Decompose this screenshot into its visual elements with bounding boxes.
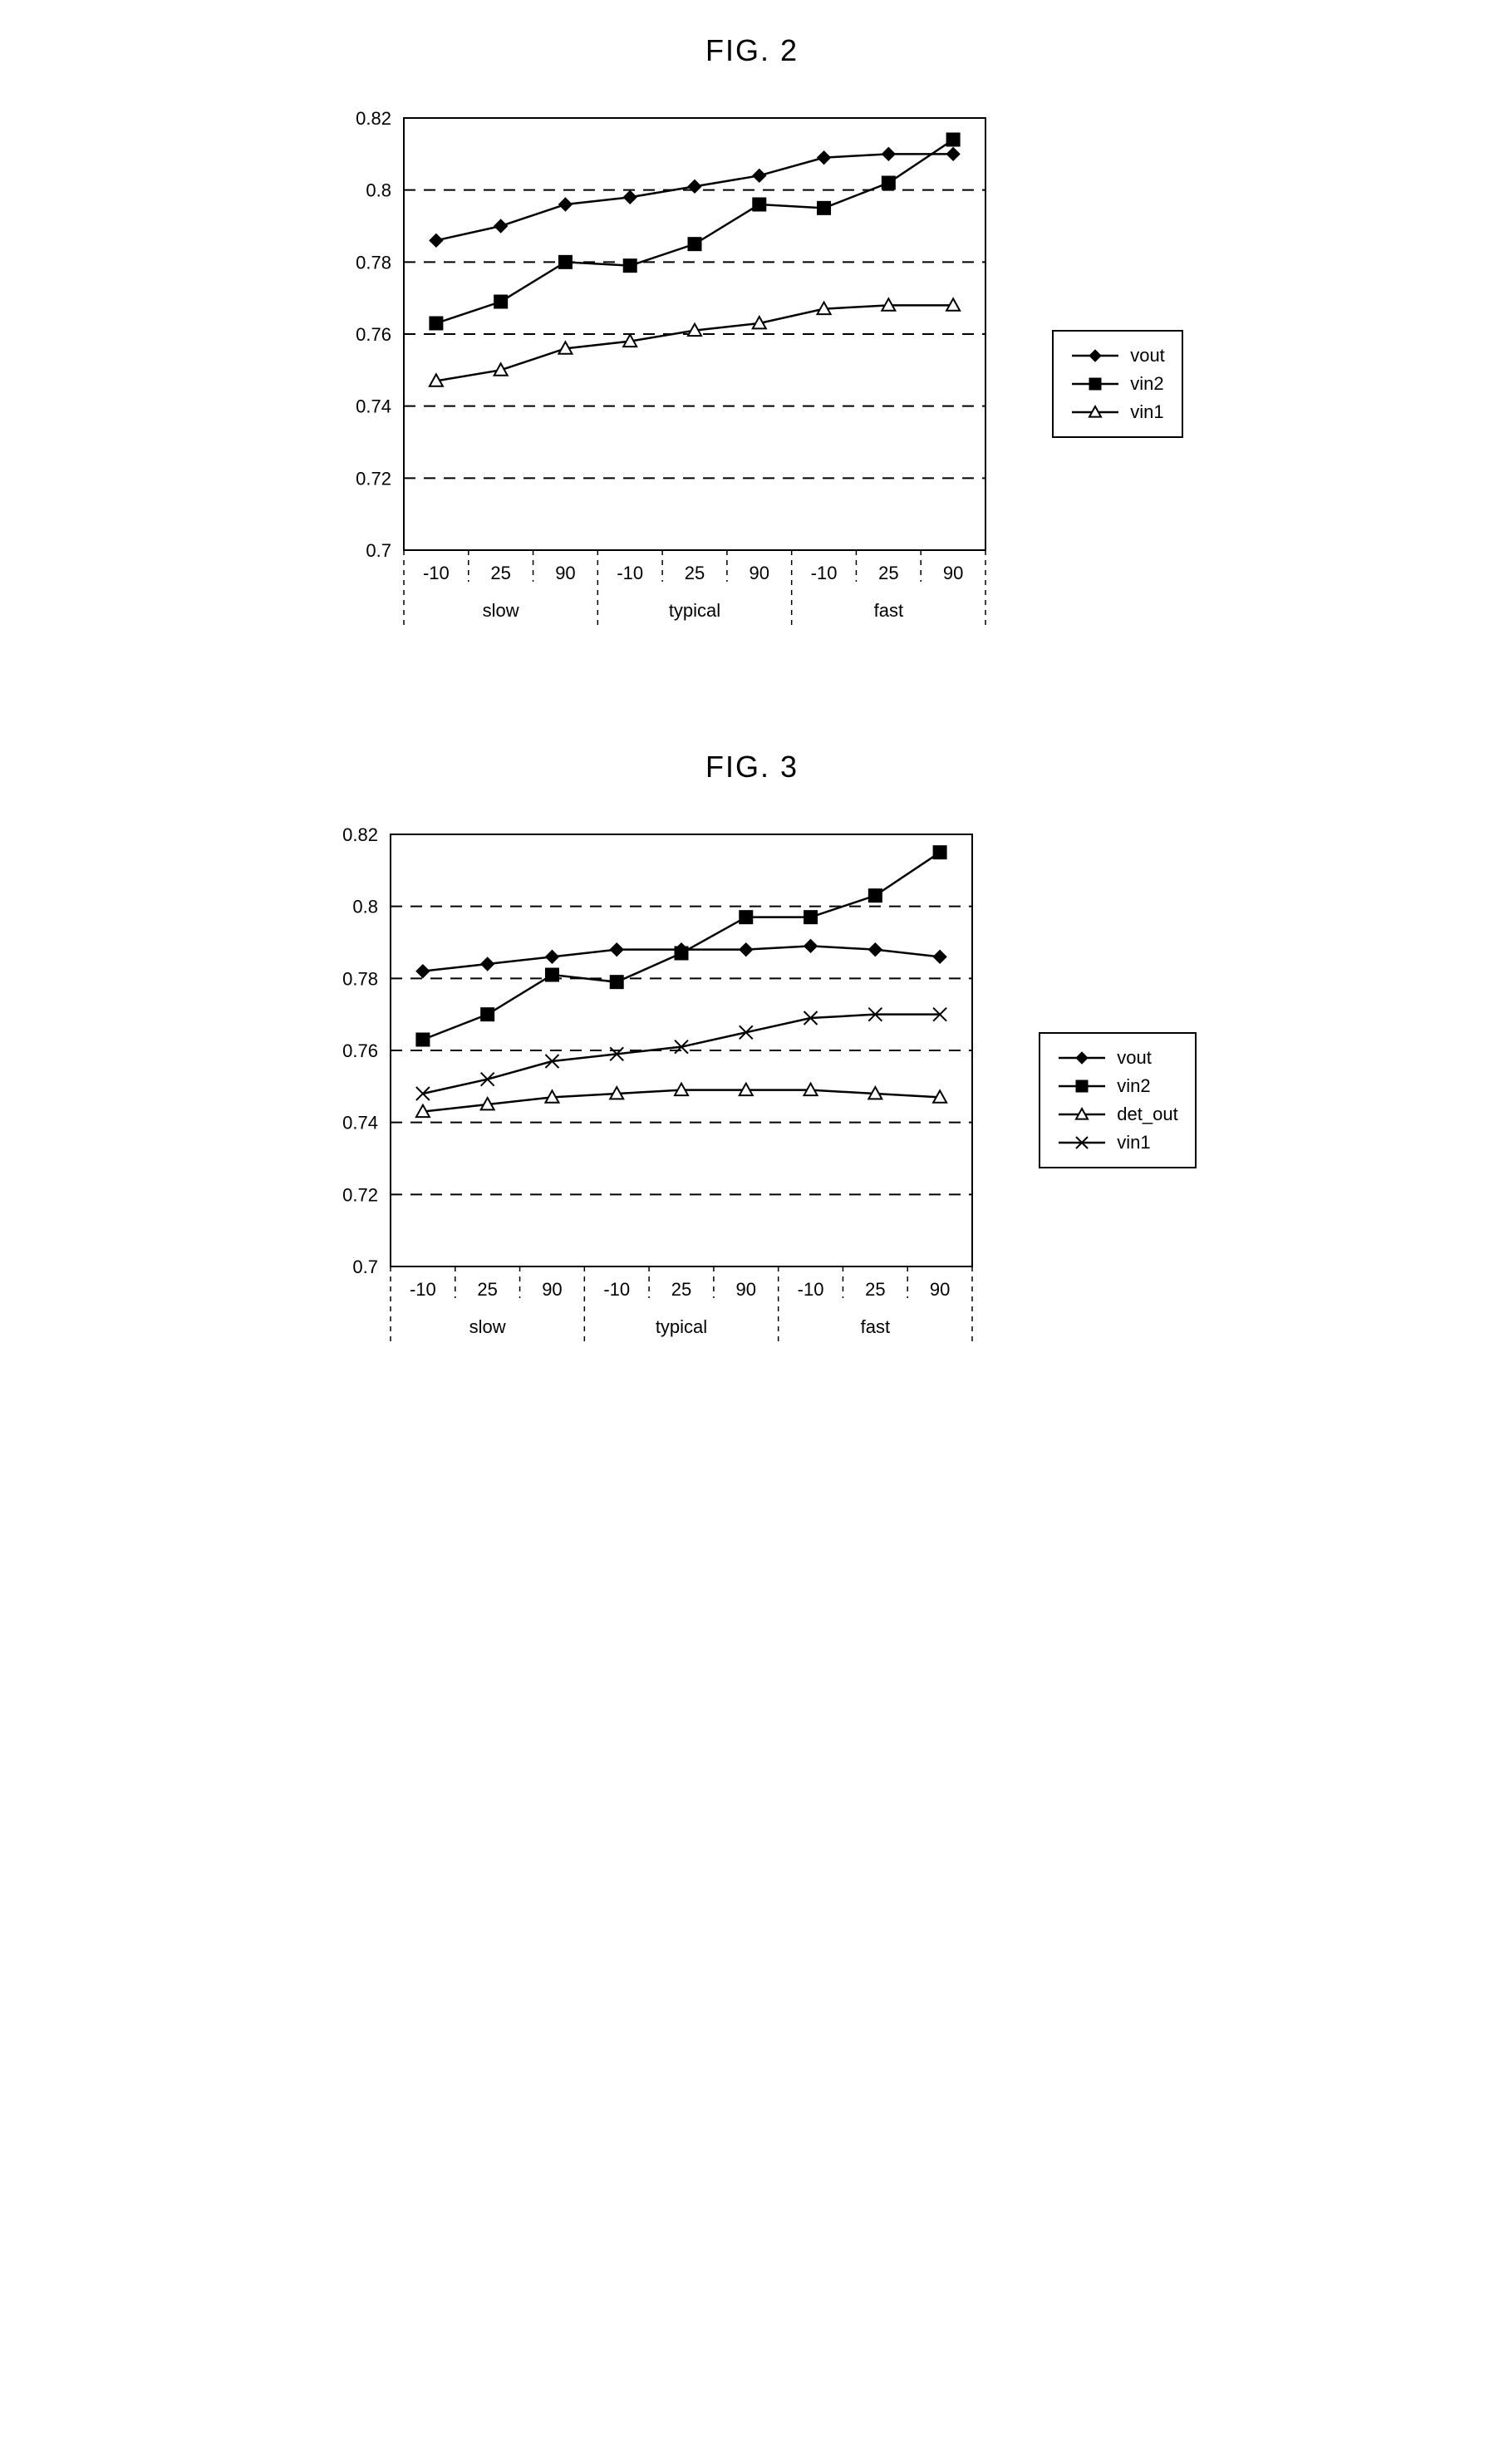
figure-title: FIG. 2 [705, 33, 799, 68]
x-tick-label: 90 [943, 563, 963, 583]
x-tick-label: -10 [604, 1279, 631, 1300]
legend-item-vout: vout [1070, 342, 1165, 370]
x-tick-label: 90 [555, 563, 575, 583]
chart-legend: vout vin2 vin1 [1052, 330, 1183, 438]
legend-marker-vout [1070, 347, 1120, 364]
legend-item-vin1: vin1 [1070, 398, 1165, 426]
x-tick-label: -10 [423, 563, 450, 583]
legend-label: vin2 [1130, 373, 1163, 395]
legend-item-vin2: vin2 [1057, 1072, 1177, 1100]
y-tick-label: 0.78 [356, 252, 391, 273]
legend-label: vout [1130, 345, 1165, 366]
legend-label: det_out [1117, 1104, 1177, 1125]
x-tick-label: 25 [865, 1279, 885, 1300]
x-group-label: slow [483, 600, 519, 621]
legend-marker-vin2 [1070, 376, 1120, 392]
legend-marker-vin1 [1070, 404, 1120, 421]
y-tick-label: 0.74 [342, 1113, 378, 1134]
legend-item-det_out: det_out [1057, 1100, 1177, 1129]
y-tick-label: 0.8 [366, 180, 392, 201]
legend-item-vout: vout [1057, 1044, 1177, 1072]
y-tick-label: 0.8 [353, 897, 379, 917]
legend-marker-vin2 [1057, 1078, 1107, 1094]
x-tick-label: 25 [878, 563, 898, 583]
x-tick-label: 90 [736, 1279, 756, 1300]
y-tick-label: 0.76 [356, 324, 391, 345]
figure-1: FIG. 2 0.7 0.72 0.74 0.76 0.78 0.8 0.82 -10 25 90 -… [321, 33, 1183, 666]
x-tick-label: -10 [617, 563, 644, 583]
legend-marker-det_out [1057, 1106, 1107, 1123]
legend-label: vin1 [1117, 1132, 1150, 1153]
legend-marker-vin1 [1057, 1134, 1107, 1151]
x-tick-label: 25 [491, 563, 511, 583]
line-chart: 0.7 0.72 0.74 0.76 0.78 0.8 0.82 -10 25 90 -10 25 90… [307, 818, 1005, 1383]
legend-item-vin1: vin1 [1057, 1129, 1177, 1157]
y-tick-label: 0.72 [356, 468, 391, 489]
y-tick-label: 0.7 [353, 1257, 379, 1277]
x-tick-label: 90 [750, 563, 769, 583]
x-tick-label: 25 [671, 1279, 691, 1300]
x-group-label: typical [656, 1316, 707, 1337]
x-tick-label: 90 [930, 1279, 950, 1300]
x-group-label: typical [669, 600, 720, 621]
y-tick-label: 0.82 [356, 108, 391, 129]
figures-root: FIG. 2 0.7 0.72 0.74 0.76 0.78 0.8 0.82 -10 25 90 -… [33, 33, 1471, 1383]
x-tick-label: -10 [410, 1279, 436, 1300]
figure-2: FIG. 3 0.7 0.72 0.74 0.76 0.78 0.8 0.82 -10 25 90 -… [307, 750, 1196, 1383]
legend-label: vout [1117, 1047, 1152, 1069]
y-tick-label: 0.78 [342, 968, 378, 989]
x-tick-label: -10 [811, 563, 838, 583]
chart-legend: vout vin2 det_out vin1 [1039, 1032, 1196, 1168]
figure-title: FIG. 3 [705, 750, 799, 784]
x-tick-label: -10 [798, 1279, 824, 1300]
x-group-label: fast [861, 1316, 890, 1337]
y-tick-label: 0.7 [366, 540, 392, 561]
x-tick-label: 25 [685, 563, 705, 583]
x-group-label: slow [469, 1316, 506, 1337]
y-tick-label: 0.74 [356, 396, 391, 417]
legend-label: vin2 [1117, 1075, 1150, 1097]
legend-label: vin1 [1130, 401, 1163, 423]
chart-row: 0.7 0.72 0.74 0.76 0.78 0.8 0.82 -10 25 90 -10 25 90… [307, 818, 1196, 1383]
x-group-label: fast [874, 600, 903, 621]
y-tick-label: 0.76 [342, 1040, 378, 1061]
legend-item-vin2: vin2 [1070, 370, 1165, 398]
chart-row: 0.7 0.72 0.74 0.76 0.78 0.8 0.82 -10 25 90 -10 25 90… [321, 101, 1183, 666]
x-tick-label: 90 [542, 1279, 562, 1300]
y-tick-label: 0.72 [342, 1184, 378, 1205]
y-tick-label: 0.82 [342, 824, 378, 845]
x-tick-label: 25 [478, 1279, 498, 1300]
legend-marker-vout [1057, 1050, 1107, 1066]
line-chart: 0.7 0.72 0.74 0.76 0.78 0.8 0.82 -10 25 90 -10 25 90… [321, 101, 1019, 666]
